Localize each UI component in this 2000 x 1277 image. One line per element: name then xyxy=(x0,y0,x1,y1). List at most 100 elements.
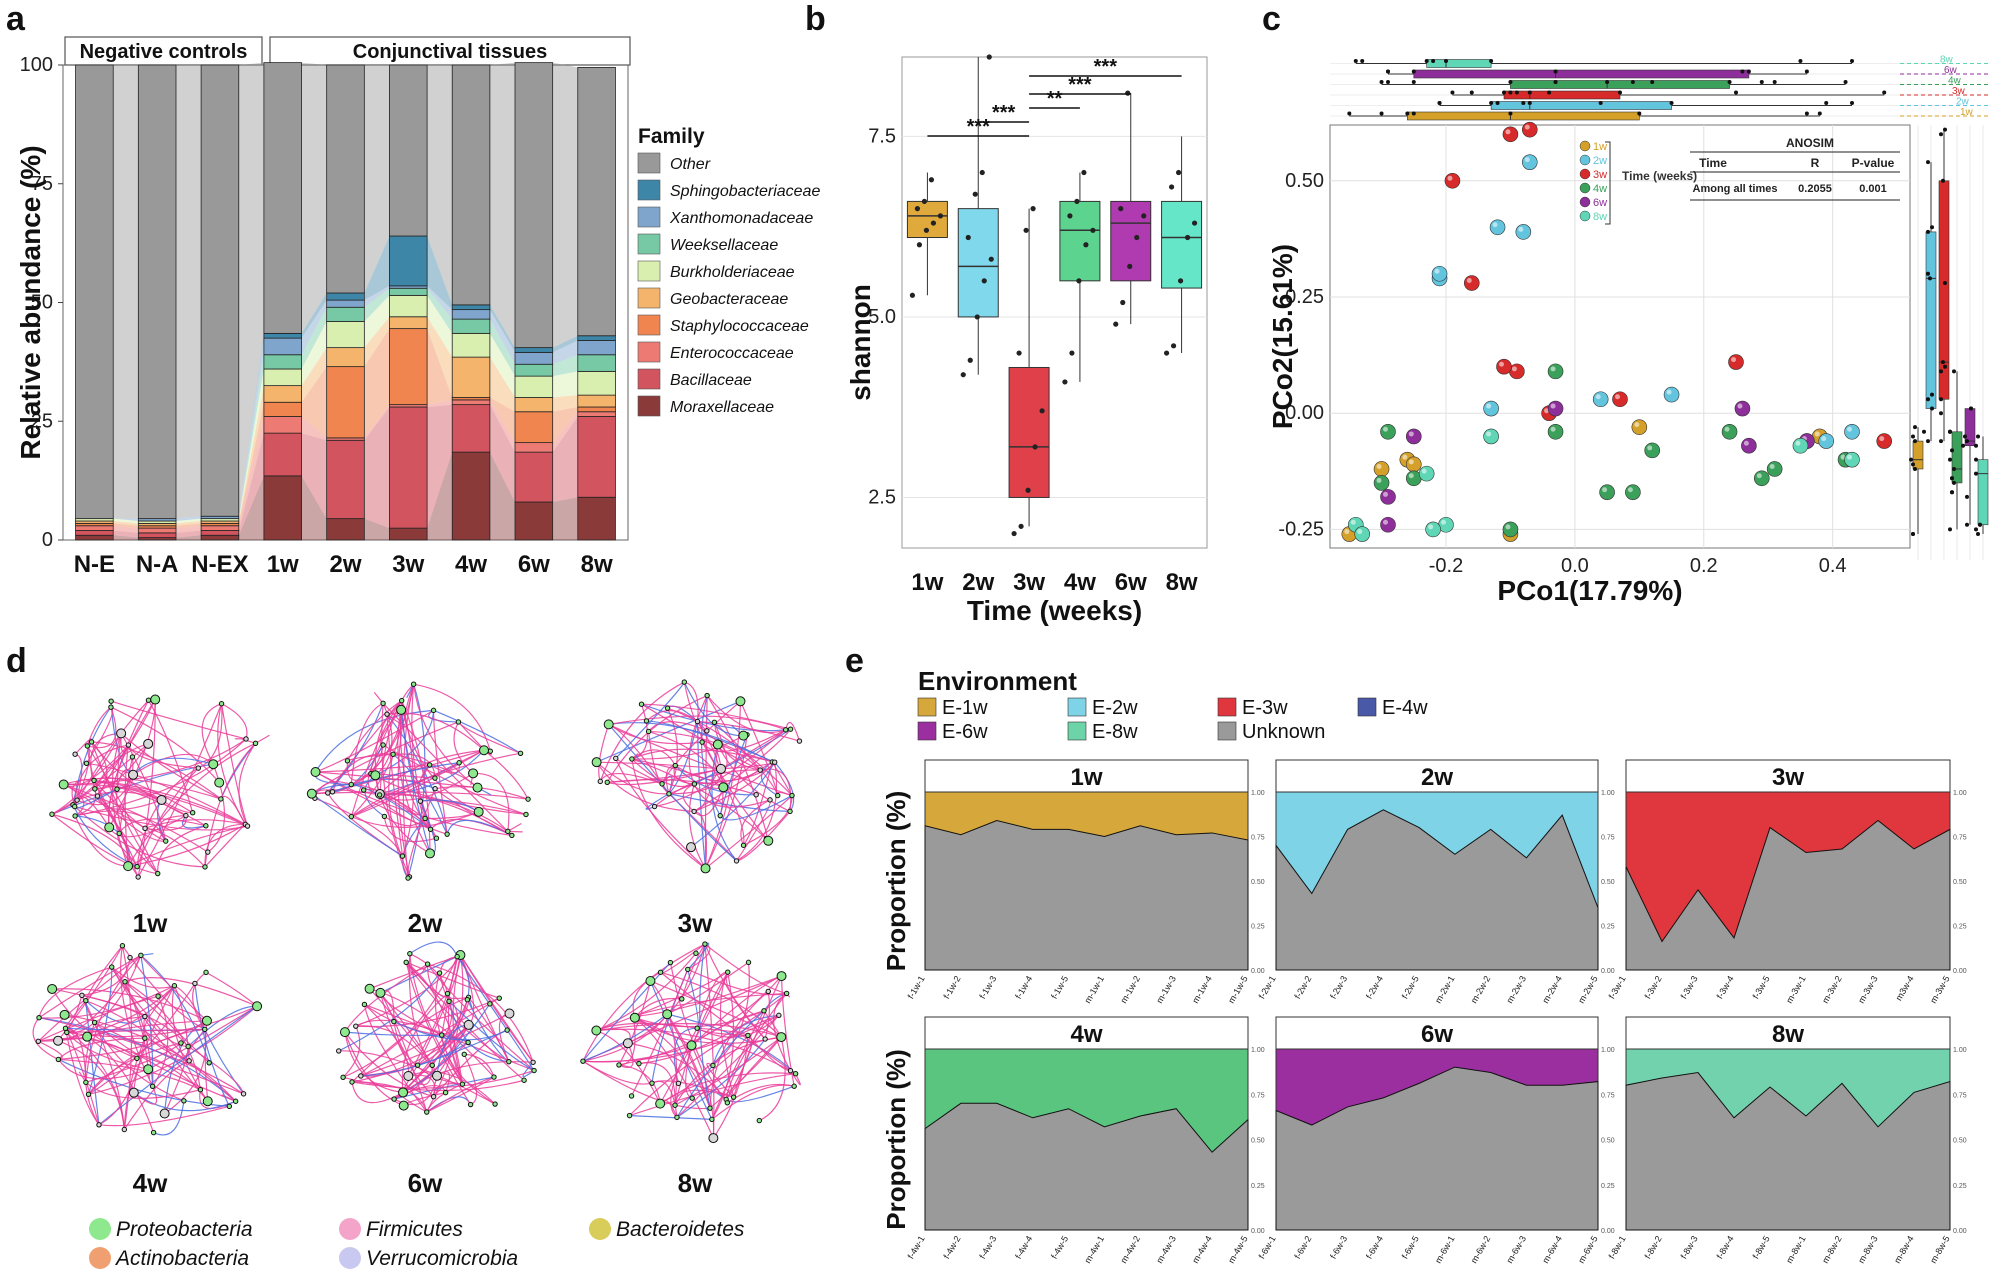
point-4w xyxy=(1644,442,1661,459)
legend-swatch-e-1w xyxy=(917,697,937,717)
network-node-4w xyxy=(79,992,85,999)
point-3w xyxy=(1030,206,1036,212)
network-node-6w xyxy=(439,1032,445,1038)
network-edge-8w xyxy=(660,971,796,1075)
marginal-top-point-3w xyxy=(1618,90,1622,95)
network-node-2w xyxy=(432,785,438,792)
marginal-right-point-3w xyxy=(1939,439,1943,444)
marginal-top-point-1w xyxy=(1405,111,1410,116)
legend-label-proteobacteria: Proteobacteria xyxy=(116,1218,253,1241)
ribbon-enterococcaceae xyxy=(364,404,390,441)
ribbon-weeksellaceae xyxy=(301,307,327,369)
y-tick-label: 0.00 xyxy=(1285,402,1324,424)
marginal-top-point-4w xyxy=(1411,80,1416,84)
legend-dot-bacteroidetes xyxy=(589,1218,611,1240)
network-edge-6w xyxy=(405,961,500,999)
point-1w xyxy=(916,242,923,248)
network-node-4w xyxy=(159,1108,170,1119)
point-1w xyxy=(921,198,928,205)
box-2w xyxy=(957,208,999,318)
x-tick-1w: 1w xyxy=(911,569,943,596)
network-edge-3w xyxy=(719,734,748,816)
network-edge-3w xyxy=(704,701,742,869)
network-edge-2w xyxy=(315,764,430,773)
marginal-right-point-2w xyxy=(1930,406,1934,411)
network-edge-2w xyxy=(421,764,431,778)
network-edge-3w xyxy=(693,761,776,812)
network-node-8w xyxy=(709,1116,715,1123)
point-4w xyxy=(1067,213,1073,219)
network-edge-1w xyxy=(136,767,199,867)
ribbon-staphylococcaceae xyxy=(113,523,139,529)
x-tick-f-4w-2: f-4w-2 xyxy=(941,1234,962,1261)
marginal-right-point-6w xyxy=(1965,522,1969,527)
network-edge-4w xyxy=(143,1016,190,1062)
network-label-2w: 2w xyxy=(408,908,443,938)
bar-6w-staphylococcaceae xyxy=(514,411,554,444)
area-unknown-4w xyxy=(924,1102,1249,1231)
anosim-header-time: Time xyxy=(1699,156,1727,170)
legend-label-e-4w: E-4w xyxy=(1382,697,1428,719)
network-edge-4w xyxy=(85,945,123,1001)
strip-1w xyxy=(924,759,1249,793)
bar-8w-other xyxy=(577,66,616,337)
network-node-3w xyxy=(757,767,763,773)
bar-2w-geobacteraceae xyxy=(326,347,365,368)
network-edge-3w xyxy=(706,695,769,841)
y-axis-title: PCo2(15.61%) xyxy=(1267,244,1298,429)
marginal-top-point-4w xyxy=(1630,80,1635,84)
y-tick-label: 0.50 xyxy=(1601,879,1615,886)
bar-2w-sphingobacteriaceae xyxy=(326,292,365,301)
network-node-3w xyxy=(789,792,795,799)
marginal-right-point-4w xyxy=(1952,466,1956,471)
ribbon-geobacteraceae xyxy=(552,395,578,412)
network-edge-2w xyxy=(327,703,384,794)
network-node-1w xyxy=(129,754,136,760)
marginal-right-point-8w xyxy=(1974,527,1978,532)
network-node-2w xyxy=(410,681,417,687)
x-tick-f-6w-3: f-6w-3 xyxy=(1328,1234,1349,1261)
network-node-2w xyxy=(376,792,383,798)
marginal-top-point-2w xyxy=(1489,101,1494,105)
network-edge-8w xyxy=(596,1022,698,1032)
network-node-1w xyxy=(108,704,114,710)
network-node-1w xyxy=(84,743,91,749)
network-edge-4w xyxy=(98,1105,230,1127)
legend-dot-4w xyxy=(1579,182,1591,194)
network-edge-4w xyxy=(85,1000,237,1102)
network-node-3w xyxy=(613,755,619,762)
network-node-2w xyxy=(310,766,321,777)
ribbon-enterococcaceae xyxy=(113,525,139,533)
network-node-1w xyxy=(218,796,224,802)
y-tick-label: 0 xyxy=(42,529,53,551)
network-node-8w xyxy=(636,1060,642,1067)
network-edge-3w xyxy=(596,700,741,763)
ribbon-burkholderiaceae xyxy=(427,295,453,358)
x-tick-f-3w-5: f-3w-5 xyxy=(1751,974,1772,1001)
network-edge-1w xyxy=(116,756,134,790)
network-node-4w xyxy=(185,1043,191,1050)
network-edge-4w xyxy=(133,1086,158,1105)
x-tick-f-3w-1: f-3w-1 xyxy=(1607,974,1628,1001)
point-2w xyxy=(972,191,978,197)
network-edge-6w xyxy=(344,963,428,1033)
network-node-1w xyxy=(243,736,249,742)
network-node-4w xyxy=(232,1098,239,1104)
marginal-right-point-4w xyxy=(1948,429,1952,434)
x-tick-m-2w-2: m-2w-2 xyxy=(1469,974,1493,1005)
marginal-right-point-8w xyxy=(1978,522,1982,527)
point-2w xyxy=(988,256,994,262)
network-node-4w xyxy=(85,1091,92,1098)
network-node-1w xyxy=(72,751,78,757)
point-2w xyxy=(974,314,980,320)
network-node-2w xyxy=(427,826,434,832)
network-edge-3w xyxy=(701,729,786,752)
marginal-top-point-3w xyxy=(1502,90,1506,95)
ribbon-xanthomonadaceae xyxy=(552,340,578,365)
point-4w xyxy=(1081,169,1087,176)
marginal-top-point-4w xyxy=(1386,80,1390,84)
point-1w xyxy=(1373,461,1390,477)
x-tick-m-2w-4: m-2w-4 xyxy=(1540,974,1564,1005)
network-edge-3w xyxy=(631,748,775,763)
legend-title: Environment xyxy=(918,666,1077,696)
